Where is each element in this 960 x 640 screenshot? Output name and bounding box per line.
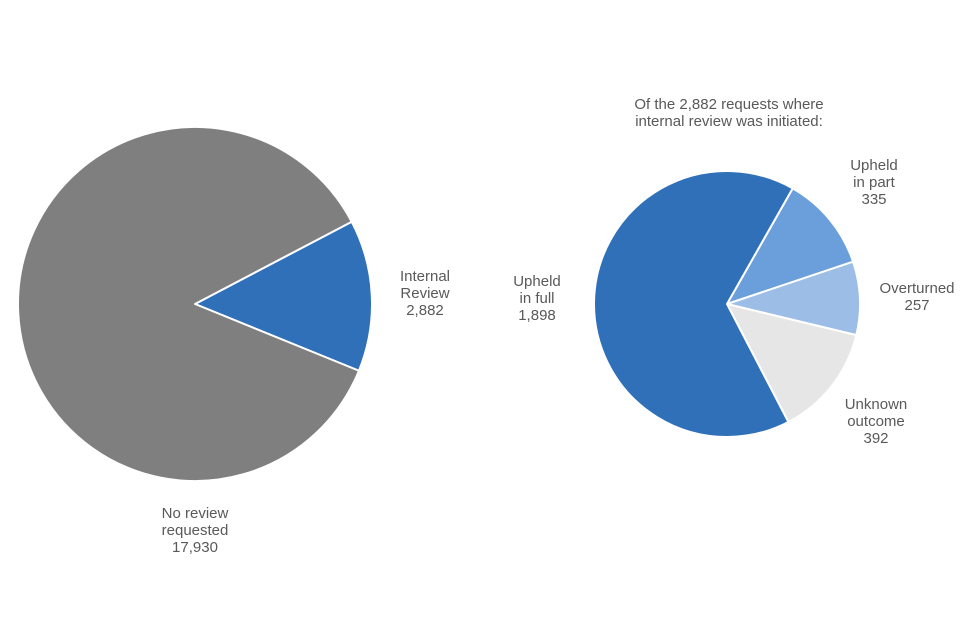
slice-label: Upheld in part 335 xyxy=(850,157,898,208)
slice-label-line: Review xyxy=(400,285,449,302)
slice-label: Upheld in full 1,898 xyxy=(513,273,561,324)
slice-label-line: outcome xyxy=(847,413,905,430)
slice-label-line: Unknown xyxy=(845,396,908,413)
pie-slice xyxy=(593,170,794,438)
chart-title: Of the 2,882 requests where internal revi… xyxy=(634,96,823,130)
chart-title-line: Of the 2,882 requests where xyxy=(634,96,823,113)
slice-label-line: 1,898 xyxy=(518,307,556,324)
slice-label: Unknown outcome 392 xyxy=(845,396,908,447)
pie-slice xyxy=(726,303,858,423)
slice-label-line: in part xyxy=(853,174,896,191)
slice-label: Internal Review 2,882 xyxy=(400,268,450,319)
slice-label-line: in full xyxy=(519,290,554,307)
slice-label-line: Overturned xyxy=(879,280,954,297)
slice-label-line: Upheld xyxy=(850,157,898,174)
slice-label-line: Upheld xyxy=(513,273,561,290)
slice-label-line: 17,930 xyxy=(172,539,218,556)
slice-label-line: 257 xyxy=(904,297,929,314)
slice-label-line: 2,882 xyxy=(406,302,444,319)
slice-label: No review requested 17,930 xyxy=(162,505,229,556)
slice-label-line: requested xyxy=(162,522,229,539)
pie-slice xyxy=(194,220,373,372)
chart-title-line: internal review was initiated: xyxy=(635,113,823,130)
slice-label: Overturned 257 xyxy=(879,280,954,314)
pie-slice xyxy=(726,187,855,305)
slice-label-line: 392 xyxy=(863,430,888,447)
slice-label-line: Internal xyxy=(400,268,450,285)
slice-label-line: 335 xyxy=(861,191,886,208)
slice-label-line: No review xyxy=(162,505,229,522)
pie-slice xyxy=(17,126,360,482)
